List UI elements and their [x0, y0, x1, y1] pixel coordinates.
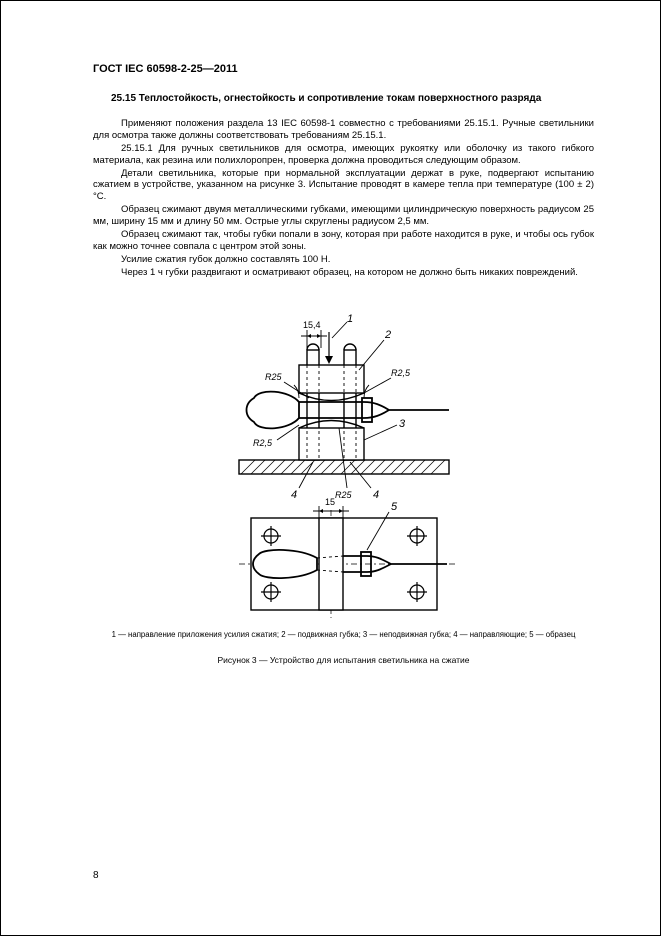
label-r2_5-right: R2,5: [391, 368, 411, 378]
dim-bot-label: 15: [325, 497, 335, 507]
para-1: 25.15.1 Для ручных светильников для осмо…: [93, 143, 594, 167]
para-6: Через 1 ч губки раздвигают и осматривают…: [93, 267, 594, 279]
label-r2_5-left: R2,5: [253, 438, 273, 448]
para-2: Детали светильника, которые при нормальн…: [93, 168, 594, 204]
label-1: 1: [347, 313, 353, 325]
doc-header: ГОСТ IEC 60598-2-25—2011: [93, 63, 594, 75]
dim-top-label: 15,4: [303, 320, 321, 330]
label-r25-left: R25: [265, 372, 283, 382]
figure-svg: 15,4: [199, 290, 489, 620]
para-0: Применяют положения раздела 13 IEC 60598…: [93, 118, 594, 142]
para-5: Усилие сжатия губок должно составлять 10…: [93, 254, 594, 266]
page-number: 8: [93, 870, 99, 881]
para-3: Образец сжимают двумя металлическими губ…: [93, 204, 594, 228]
section-heading: 25.15 Теплостойкость, огнестойкость и со…: [93, 93, 594, 104]
label-5: 5: [391, 501, 398, 513]
label-4a: 4: [291, 489, 297, 501]
label-2: 2: [384, 329, 391, 341]
figure-caption: Рисунок 3 — Устройство для испытания све…: [93, 655, 594, 665]
label-r25-bot: R25: [335, 490, 353, 500]
figure-block: 15,4: [93, 290, 594, 665]
label-4b: 4: [373, 489, 379, 501]
figure-legend: 1 — направление приложения усилия сжатия…: [93, 630, 594, 639]
label-3: 3: [399, 418, 406, 430]
body-text: Применяют положения раздела 13 IEC 60598…: [93, 118, 594, 278]
para-4: Образец сжимают так, чтобы губки попали …: [93, 229, 594, 253]
